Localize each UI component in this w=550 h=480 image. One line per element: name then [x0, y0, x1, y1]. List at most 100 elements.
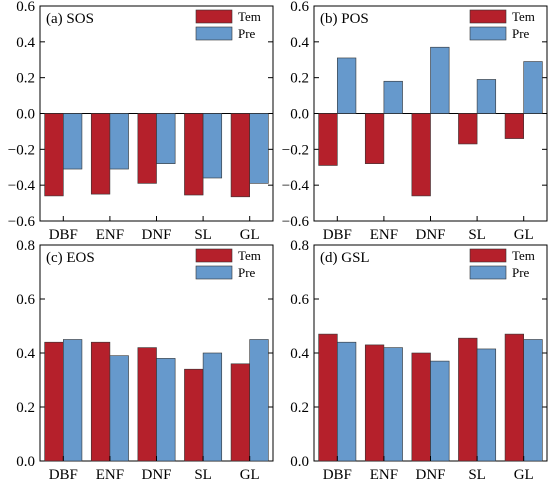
bar-tem-dbf [318, 113, 338, 166]
legend-label-pre: Pre [238, 265, 256, 280]
y-tick-label: 0.8 [290, 238, 309, 254]
y-tick-label: 0.2 [290, 400, 309, 416]
y-tick-label: −0.6 [8, 214, 36, 230]
bar-pre-dnf [430, 46, 450, 114]
bar-pre-sl [202, 352, 223, 462]
bar-tem-sl [458, 337, 478, 462]
bar-pre-dbf [62, 339, 83, 462]
y-tick-label: 0.2 [16, 71, 35, 87]
bar-tem-enf [90, 341, 111, 462]
legend-label-pre: Pre [512, 265, 530, 280]
y-tick-label: 0.6 [16, 292, 35, 308]
y-tick-label: 0.0 [290, 454, 309, 470]
x-tick-label: SL [194, 467, 212, 480]
x-tick-label: SL [468, 227, 486, 243]
bar-pre-dbf [336, 57, 357, 114]
x-tick-label: DBF [323, 227, 352, 243]
bar-tem-enf [90, 113, 111, 195]
legend-swatch-pre [195, 265, 233, 280]
bar-pre-enf [383, 347, 403, 462]
y-tick-label: −0.2 [8, 142, 35, 158]
x-tick-label: DNF [141, 227, 171, 243]
x-tick-label: GL [514, 227, 534, 243]
y-tick-label: 0.4 [290, 35, 309, 51]
panel-3: 0.0 0.2 0.4 0.6 0.8 DBF ENF DNF SL GL (d) GSL Tem Pr… [290, 238, 548, 480]
bar-tem-enf [364, 113, 385, 164]
legend-label-tem: Tem [512, 248, 535, 263]
bar-tem-gl [230, 113, 250, 198]
legend-swatch-pre [469, 265, 507, 280]
x-tick-label: ENF [370, 467, 398, 480]
bar-pre-sl [476, 79, 497, 114]
bar-pre-dnf [156, 113, 176, 164]
x-tick-label: DBF [323, 467, 352, 480]
y-tick-label: 0.0 [16, 107, 35, 123]
bar-tem-dnf [137, 113, 157, 184]
x-tick-label: SL [468, 467, 486, 480]
bar-tem-sl [184, 368, 204, 462]
y-tick-label: 0.4 [290, 346, 309, 362]
legend-label-tem: Tem [238, 9, 261, 24]
bar-tem-sl [184, 113, 204, 196]
bar-tem-dbf [318, 333, 338, 462]
x-tick-label: GL [514, 467, 534, 480]
y-tick-label: 0.2 [290, 71, 309, 87]
bar-pre-enf [109, 355, 129, 462]
y-tick-label: 0.4 [16, 35, 35, 51]
bar-pre-gl [249, 113, 269, 184]
x-tick-label: DNF [141, 467, 171, 480]
bar-pre-sl [202, 113, 223, 179]
x-tick-label: GL [240, 227, 260, 243]
bar-tem-dnf [411, 352, 431, 462]
bar-tem-dbf [44, 113, 64, 197]
bar-tem-gl [230, 363, 250, 462]
bar-tem-sl [458, 113, 478, 145]
bar-pre-dbf [62, 113, 83, 170]
legend-label-pre: Pre [512, 26, 530, 41]
panel-title: (c) EOS [46, 250, 95, 266]
x-tick-label: DNF [415, 467, 445, 480]
bar-tem-gl [504, 113, 524, 139]
y-tick-label: 0.6 [290, 0, 309, 15]
bar-pre-dnf [156, 358, 176, 462]
y-tick-label: 0.6 [290, 292, 309, 308]
legend-swatch-tem [195, 9, 233, 24]
y-tick-label: 0.6 [16, 0, 35, 15]
bar-tem-dnf [137, 347, 157, 462]
bar-tem-dbf [44, 341, 64, 462]
x-tick-label: ENF [370, 227, 398, 243]
panel-1: −0.6 −0.4 −0.2 0.0 0.2 0.4 0.6 DBF ENF DNF SL GL (b)… [282, 0, 548, 243]
bar-pre-enf [383, 80, 403, 114]
bar-pre-gl [523, 339, 543, 462]
panel-2: 0.0 0.2 0.4 0.6 0.8 DBF ENF DNF SL GL (c) EOS Tem Pr… [16, 238, 274, 480]
bar-tem-dnf [411, 113, 431, 197]
y-tick-label: −0.4 [282, 178, 310, 194]
legend-swatch-pre [195, 26, 233, 41]
legend-swatch-pre [469, 26, 507, 41]
y-tick-label: 0.8 [16, 238, 35, 254]
bar-pre-enf [109, 113, 129, 170]
x-tick-label: DNF [415, 227, 445, 243]
panel-0: −0.6 −0.4 −0.2 0.0 0.2 0.4 0.6 DBF ENF DNF SL GL (a)… [8, 0, 274, 243]
y-tick-label: −0.6 [282, 214, 310, 230]
legend-swatch-tem [195, 248, 233, 263]
legend-label-pre: Pre [238, 26, 256, 41]
y-tick-label: −0.2 [282, 142, 309, 158]
bar-pre-sl [476, 348, 497, 462]
legend-label-tem: Tem [238, 248, 261, 263]
legend-swatch-tem [469, 9, 507, 24]
bar-pre-gl [249, 339, 269, 462]
x-tick-label: SL [194, 227, 212, 243]
x-tick-label: ENF [96, 227, 124, 243]
bar-pre-gl [523, 61, 543, 114]
x-tick-label: DBF [49, 227, 78, 243]
bar-tem-enf [364, 344, 385, 462]
panel-title: (b) POS [320, 11, 369, 27]
y-tick-label: −0.4 [8, 178, 36, 194]
x-tick-label: ENF [96, 467, 124, 480]
y-tick-label: 0.4 [16, 346, 35, 362]
bar-pre-dbf [336, 341, 357, 462]
y-tick-label: 0.2 [16, 400, 35, 416]
panel-title: (d) GSL [320, 250, 370, 266]
